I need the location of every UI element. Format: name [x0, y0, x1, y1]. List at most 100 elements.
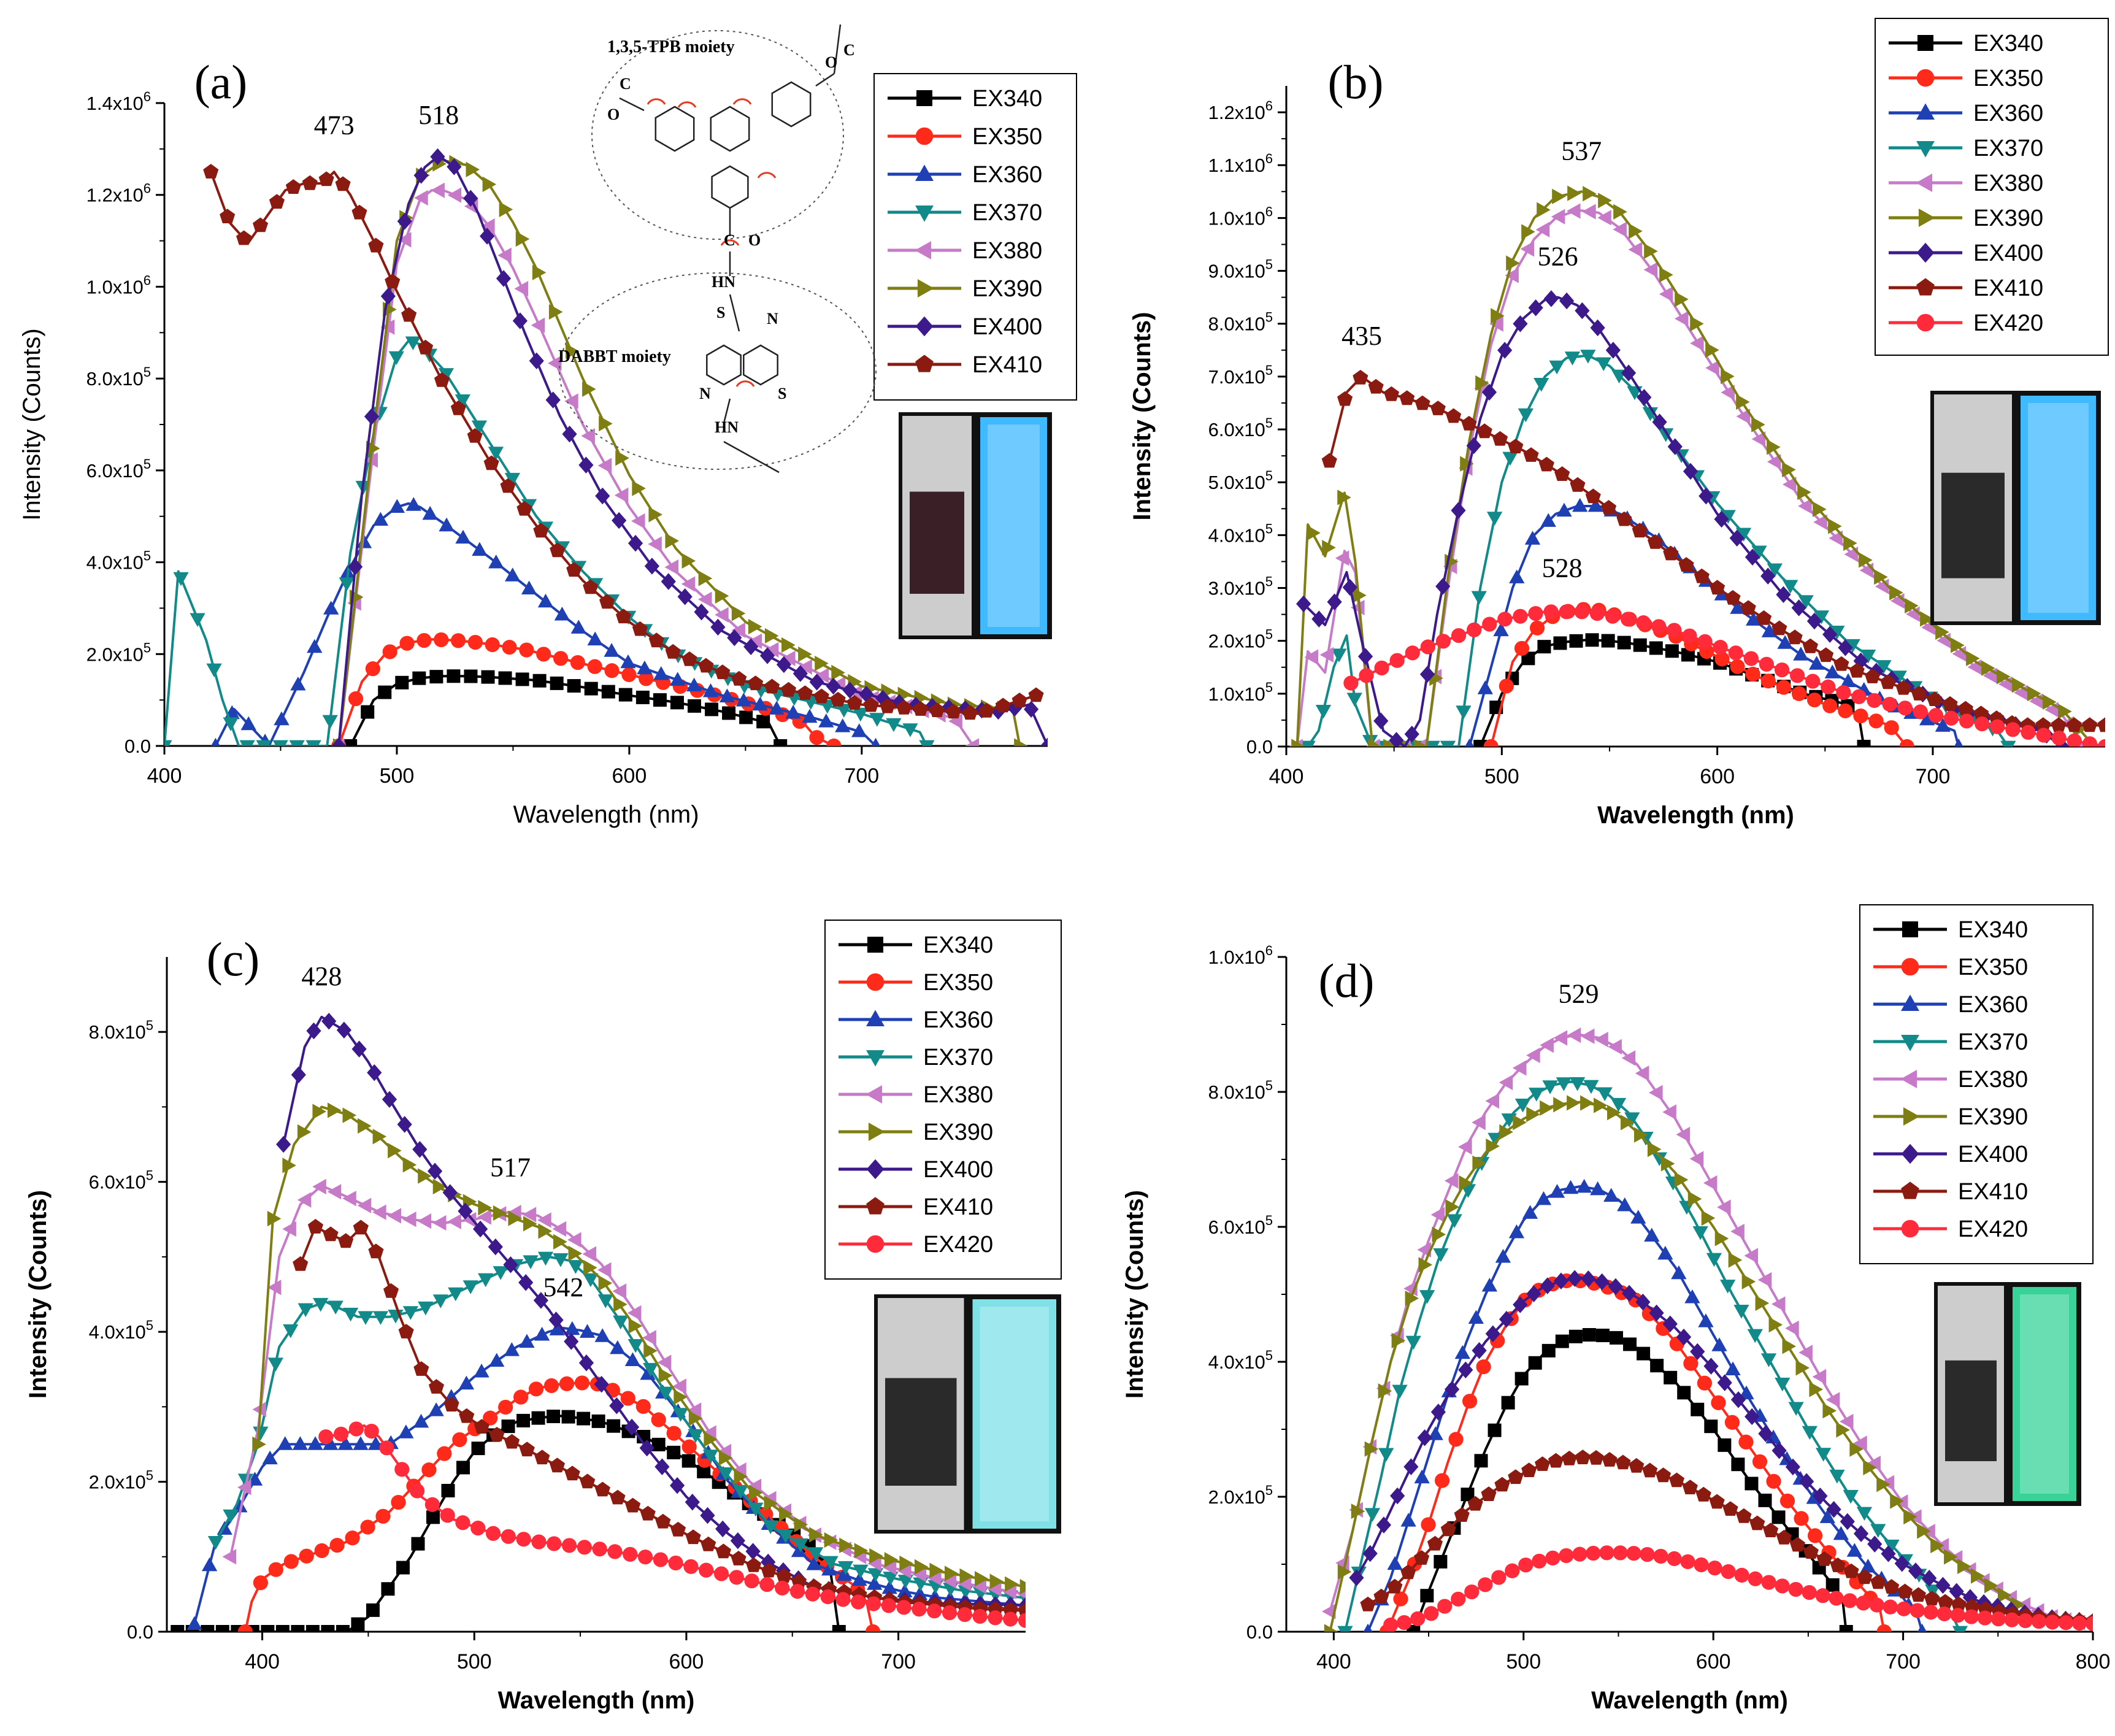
data-point-EX360	[262, 1450, 278, 1465]
y-tick-mantissa: 2.0x10	[1208, 1486, 1265, 1508]
data-point-EX380	[972, 1578, 986, 1594]
data-point-EX420	[820, 1589, 835, 1605]
data-point-EX390	[2058, 704, 2072, 720]
data-point-EX340	[670, 696, 684, 710]
data-point-EX420	[1851, 689, 1867, 704]
data-point-EX400	[276, 1135, 291, 1153]
data-point-EX400	[512, 312, 528, 329]
data-point-EX410	[610, 1489, 626, 1505]
y-tick-label: 6.0x105	[86, 456, 151, 482]
bond	[729, 294, 740, 332]
data-point-EX350	[826, 738, 842, 746]
data-point-EX400	[793, 665, 808, 682]
data-point-EX370	[1843, 1489, 1859, 1504]
y-tick-exponent: 6	[144, 89, 151, 104]
data-point-EX400	[1730, 1391, 1746, 1408]
data-point-EX390	[1822, 1403, 1837, 1419]
data-point-EX420	[1788, 1581, 1803, 1597]
data-point-EX390	[734, 1469, 748, 1484]
y-tick-label: 0.0	[1246, 736, 1273, 758]
data-point-EX420	[1937, 1606, 1952, 1621]
data-point-EX420	[1774, 662, 1790, 678]
data-point-EX360	[1603, 1188, 1619, 1202]
data-point-EX390	[1874, 569, 1888, 585]
data-point-EX360	[1454, 1345, 1470, 1359]
data-point-EX350	[1766, 1473, 1781, 1489]
data-point-EX390	[1418, 1257, 1433, 1273]
data-point-EX400	[1676, 1328, 1692, 1346]
data-point-EX350	[237, 1624, 253, 1632]
data-point-EX410	[434, 372, 450, 387]
data-point-EX380	[357, 1197, 372, 1213]
data-point-EX370	[471, 420, 488, 435]
data-point-EX380	[342, 1191, 356, 1207]
data-point-EX370	[239, 740, 255, 746]
data-point-EX420	[988, 1610, 1003, 1626]
y-tick-mantissa: 4.0x10	[1208, 1351, 1265, 1373]
data-point-EX380	[664, 559, 679, 575]
data-point-EX410	[1353, 369, 1368, 385]
data-point-EX400	[412, 1140, 428, 1158]
data-point-EX400	[413, 167, 429, 184]
data-point-EX370	[372, 1311, 389, 1325]
data-point-EX410	[701, 1536, 716, 1551]
data-point-EX420	[1990, 719, 2005, 734]
y-tick-mantissa: 2.0x10	[1208, 631, 1265, 652]
glowing-cuvette-highlight	[2028, 403, 2089, 613]
data-point-EX350	[437, 1446, 452, 1461]
data-point-EX400	[1526, 1285, 1541, 1302]
data-point-EX360	[549, 1321, 565, 1335]
data-point-EX380	[552, 1221, 567, 1237]
data-point-EX340	[344, 739, 358, 746]
atom-label: O	[607, 106, 620, 123]
data-point-EX360	[1427, 1426, 1443, 1440]
data-point-EX400	[1717, 1374, 1732, 1391]
data-point-EX390	[1499, 1124, 1513, 1140]
legend-label-EX410: EX410	[1958, 1179, 2028, 1205]
y-tick-mantissa: 0.0	[125, 735, 151, 757]
data-point-EX370	[748, 1502, 764, 1517]
data-point-EX390	[748, 1484, 763, 1500]
data-point-EX390	[1307, 525, 1321, 541]
data-point-EX400	[1451, 502, 1466, 519]
data-point-EX360	[866, 1576, 883, 1590]
data-point-EX410	[1321, 453, 1337, 468]
data-point-EX380	[1839, 1413, 1854, 1430]
data-point-EX360	[1549, 1184, 1565, 1198]
data-point-EX380	[1751, 431, 1766, 447]
data-point-EX360	[1387, 1556, 1403, 1570]
data-point-EX420	[1435, 634, 1451, 649]
y-tick-label: 1.4x106	[86, 89, 151, 114]
data-point-EX400	[458, 1202, 473, 1220]
data-point-EX400	[306, 1022, 321, 1040]
data-point-EX360	[389, 499, 405, 513]
data-point-EX380	[1767, 454, 1781, 470]
data-point-EX400	[677, 588, 693, 605]
data-point-EX380	[1472, 1115, 1486, 1131]
data-point-EX360	[769, 701, 785, 715]
legend-marker-EX340	[1902, 921, 1918, 937]
data-point-EX370	[1751, 545, 1767, 560]
data-point-EX410	[318, 171, 334, 186]
y-tick-mantissa: 6.0x10	[89, 1172, 146, 1193]
data-point-EX420	[1478, 1577, 1493, 1592]
data-point-EX380	[1535, 221, 1550, 237]
data-point-EX350	[1714, 651, 1730, 667]
peak-label: 518	[418, 100, 459, 130]
data-point-EX380	[1002, 1583, 1016, 1600]
data-point-EX340	[381, 1582, 395, 1596]
data-point-EX360	[1522, 1205, 1538, 1219]
data-point-EX360	[653, 666, 669, 680]
data-point-EX420	[364, 1424, 379, 1439]
data-point-EX420	[1923, 1605, 1938, 1620]
data-point-EX360	[1954, 738, 1963, 747]
data-point-EX420	[501, 1529, 516, 1544]
rotation-arrow-icon	[647, 98, 666, 105]
data-point-EX420	[1721, 1564, 1736, 1580]
data-point-EX390	[1984, 1578, 1998, 1594]
data-point-EX380	[1430, 1207, 1445, 1223]
legend-marker-EX360	[915, 164, 934, 182]
data-point-EX380	[657, 1354, 672, 1370]
data-point-EX400	[609, 1397, 624, 1415]
